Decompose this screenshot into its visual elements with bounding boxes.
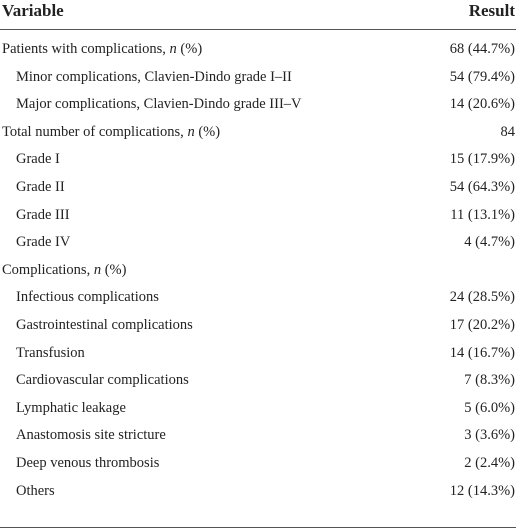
table-row: Lymphatic leakage 5 (6.0%) [0, 395, 516, 422]
label-text: Total number of complications, [2, 123, 188, 140]
row-label: Major complications, Clavien-Dindo grade… [16, 91, 302, 118]
table-header: Variable Result [0, 0, 516, 30]
table-row: Deep venous thrombosis 2 (2.4%) [0, 450, 516, 477]
label-text: Grade II [16, 179, 65, 195]
label-italic: n [93, 261, 102, 278]
row-result: 15 (17.9%) [449, 151, 515, 168]
row-label: Minor complications, Clavien-Dindo grade… [16, 64, 292, 91]
row-result: 68 (44.7%) [449, 41, 515, 57]
header-cell: Variable [2, 1, 64, 20]
label-suffix: (%) [194, 123, 221, 140]
row-label: Gastrointestinal complications [16, 312, 193, 339]
row-result: 12 (14.3%) [449, 482, 515, 499]
table-row: Total number of complications, n (%) 84 [0, 119, 516, 146]
table-row: Infectious complications 24 (28.5%) [0, 284, 516, 311]
table-row: Cardiovascular complications 7 (8.3%) [0, 367, 516, 394]
header-cell: Result [468, 1, 515, 20]
table-row: Transfusion 14 (16.7%) [0, 340, 516, 367]
row-label: Complications, n (%) [2, 257, 126, 284]
label-text: Grade I [16, 151, 60, 168]
row-label: Infectious complications [16, 284, 159, 311]
label-text: Minor complications, Clavien-Dindo grade… [16, 68, 292, 85]
row-label: Anastomosis site stricture [16, 422, 166, 449]
row-label: Transfusion [16, 340, 85, 367]
label-text: Transfusion [16, 344, 85, 361]
label-italic: n [187, 123, 195, 140]
label-text: Infectious complications [16, 289, 159, 306]
table-row: Patients with complications, n (%) 68 (44… [0, 36, 516, 63]
label-text: Major complications, Clavien-Dindo grade… [16, 96, 302, 113]
row-label: Grade I [16, 146, 60, 173]
row-result: 84 [500, 123, 516, 140]
row-label: Grade IV [16, 229, 70, 256]
table-row: Grade II 54 (64.3%) [0, 174, 516, 201]
table-row: Grade I 15 (17.9%) [0, 146, 516, 173]
table-row: Major complications, Clavien-Dindo grade… [0, 91, 516, 118]
label-text: Anastomosis site stricture [16, 427, 166, 444]
row-result: 5 (6.0%) [464, 399, 515, 416]
label-text: Grade IV [16, 234, 71, 251]
table-row: Minor complications, Clavien-Dindo grade… [0, 64, 516, 91]
row-label: Lymphatic leakage [16, 395, 126, 422]
label-italic: n [169, 41, 177, 57]
label-text: Lymphatic leakage [16, 399, 126, 416]
label-text: Deep venous thrombosis [16, 455, 160, 471]
label-text: Others [16, 482, 55, 499]
table-row: Gastrointestinal complications 17 (20.2%) [0, 312, 516, 339]
row-result: 17 (20.2%) [449, 317, 515, 333]
table-row: Grade III 11 (13.1%) [0, 202, 516, 229]
row-result: 54 (64.3%) [449, 179, 515, 195]
row-result: 3 (3.6%) [464, 427, 515, 444]
table-row: Complications, n (%) [0, 257, 516, 284]
row-label: Grade II [16, 174, 65, 201]
row-label: Others [16, 478, 55, 505]
table-row: Grade IV 4 (4.7%) [0, 229, 516, 256]
row-label: Total number of complications, n (%) [2, 119, 220, 146]
row-label: Deep venous thrombosis [16, 450, 159, 477]
row-label: Cardiovascular complications [16, 367, 189, 394]
row-result: 7 (8.3%) [464, 372, 515, 389]
label-text: Grade III [16, 206, 70, 223]
label-suffix: (%) [176, 41, 203, 57]
row-result: 11 (13.1%) [450, 206, 515, 223]
row-result: 24 (28.5%) [449, 289, 515, 306]
row-label: Grade III [16, 202, 70, 229]
row-result: 2 (2.4%) [464, 455, 515, 471]
label-text: Gastrointestinal complications [16, 317, 193, 333]
row-result: 14 (20.6%) [449, 96, 515, 113]
label-suffix: (%) [101, 261, 127, 278]
label-text: Cardiovascular complications [16, 372, 189, 389]
row-result: 54 (79.4%) [449, 68, 515, 85]
table-row: Others 12 (14.3%) [0, 478, 516, 505]
row-label: Patients with complications, n (%) [2, 36, 202, 63]
row-result: 14 (16.7%) [449, 344, 515, 361]
label-text: Patients with complications, [2, 41, 170, 57]
label-text: Complications, [2, 261, 94, 278]
row-result: 4 (4.7%) [464, 234, 515, 251]
table-row: Anastomosis site stricture 3 (3.6%) [0, 422, 516, 449]
